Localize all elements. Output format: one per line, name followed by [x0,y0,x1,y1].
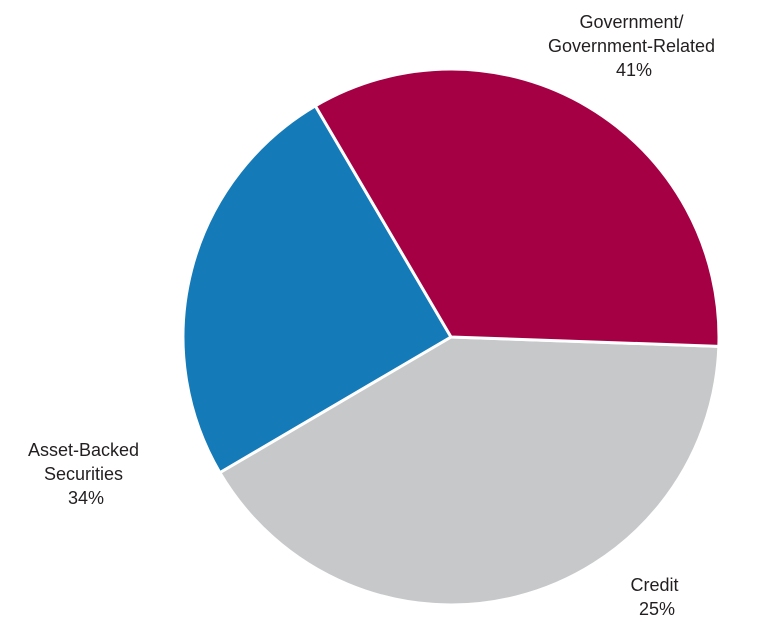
slice-label-credit-line-1: Credit [630,575,678,595]
slice-value-asset-backed: 34% [68,488,104,508]
pie-slices [183,69,719,605]
slice-label-credit: Credit 25% [630,575,683,619]
slice-label-government: Government/ Government-Related 41% [548,12,720,80]
slice-label-asset-backed-line-2: Securities [44,464,123,484]
slice-label-government-line-2: Government-Related [548,36,715,56]
slice-label-government-line-1: Government/ [579,12,683,32]
slice-label-asset-backed-line-1: Asset-Backed [28,440,139,460]
slice-value-credit: 25% [639,599,675,619]
slice-value-government: 41% [616,60,652,80]
slice-label-asset-backed: Asset-Backed Securities 34% [28,440,144,508]
